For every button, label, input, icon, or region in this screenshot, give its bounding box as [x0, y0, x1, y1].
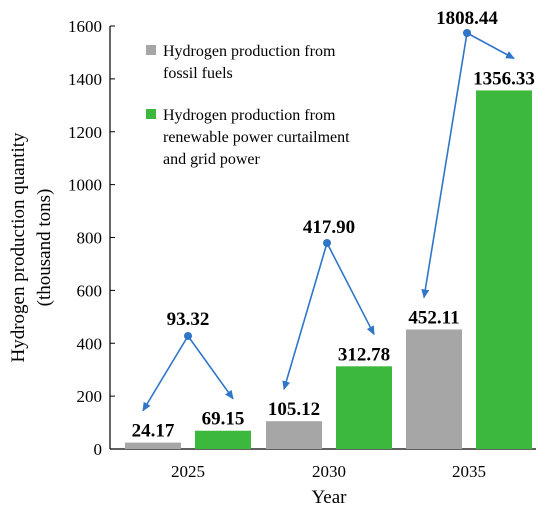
- y-ticks: 0 200 400 600 800 1000 1200 1400 1600: [68, 17, 115, 459]
- bar-renewable-2035: [476, 90, 532, 449]
- y-tick-label: 0: [94, 440, 103, 459]
- total-arrow-right: [187, 335, 234, 400]
- total-value-label: 417.90: [303, 217, 355, 238]
- bar-fossil-2035: [406, 329, 462, 449]
- bars: 24.17 105.12 452.11 69.15 312.78 1356.33: [125, 68, 535, 449]
- bar-renewable-2025: [195, 430, 251, 449]
- y-axis-title-line: Hydrogen production quantity: [8, 132, 29, 363]
- legend-text-line: renewable power curtailment: [163, 129, 350, 146]
- total-value-label: 93.32: [167, 309, 210, 330]
- total-arrow-right: [326, 242, 375, 336]
- y-tick-label: 600: [77, 281, 103, 300]
- x-tick-label: 2025: [171, 462, 205, 481]
- bar-value-label: 1356.33: [473, 68, 535, 89]
- y-tick-label: 1000: [68, 176, 102, 195]
- y-tick-label: 1200: [68, 123, 102, 142]
- legend: Hydrogen production from fossil fuels Hydr…: [146, 43, 350, 168]
- total-arrow-right: [466, 32, 515, 60]
- y-tick-label: 400: [77, 334, 103, 353]
- total-arrow-left: [142, 335, 189, 412]
- x-tick-label: 2035: [452, 462, 486, 481]
- legend-swatch-renewable: [146, 109, 156, 119]
- bar-value-label: 24.17: [132, 421, 175, 442]
- bar-value-label: 452.11: [408, 307, 459, 328]
- total-value-label: 1808.44: [436, 8, 498, 29]
- bar-fossil-2025: [125, 442, 181, 449]
- legend-swatch-fossil: [146, 45, 156, 55]
- x-tick-label: 2030: [312, 462, 346, 481]
- total-arrow-left: [282, 242, 328, 391]
- total-arrows: 93.32 417.90 1808.44: [142, 8, 515, 412]
- y-tick-label: 800: [77, 229, 103, 248]
- x-axis-title: Year: [311, 487, 347, 508]
- legend-text-line: and grid power: [163, 151, 261, 168]
- bar-value-label: 105.12: [268, 399, 320, 420]
- y-tick-label: 1600: [68, 17, 102, 36]
- legend-text-line: fossil fuels: [163, 65, 233, 82]
- x-ticks: 2025 2030 2035: [171, 462, 486, 481]
- bar-value-label: 312.78: [338, 344, 390, 365]
- y-tick-label: 200: [77, 387, 103, 406]
- bar-value-label: 69.15: [202, 409, 245, 430]
- y-axis-title: Hydrogen production quantity (thousand to…: [8, 132, 55, 363]
- y-axis-title-line: (thousand tons): [34, 189, 55, 307]
- legend-text-line: Hydrogen production from: [163, 107, 336, 124]
- total-arrow-left: [421, 32, 468, 299]
- y-tick-label: 1400: [68, 70, 102, 89]
- legend-text-line: Hydrogen production from: [163, 43, 336, 60]
- bar-renewable-2030: [336, 366, 392, 449]
- bar-fossil-2030: [266, 421, 322, 449]
